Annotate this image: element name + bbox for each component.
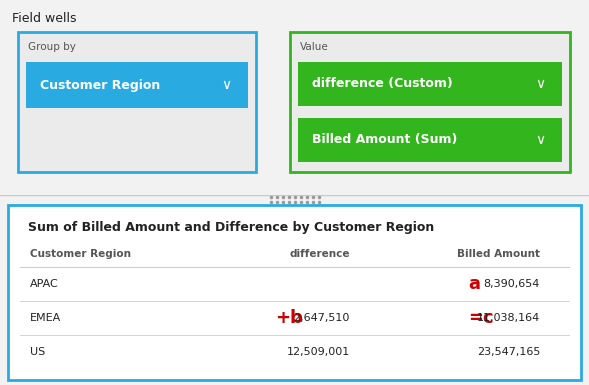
Text: difference: difference	[290, 249, 350, 259]
Text: APAC: APAC	[30, 279, 59, 289]
Text: ∨: ∨	[535, 133, 545, 147]
Text: difference (Custom): difference (Custom)	[312, 77, 453, 90]
Text: a: a	[468, 275, 480, 293]
Text: Field wells: Field wells	[12, 12, 77, 25]
Text: Customer Region: Customer Region	[40, 79, 160, 92]
Text: 2,647,510: 2,647,510	[294, 313, 350, 323]
Text: 23,547,165: 23,547,165	[477, 347, 540, 357]
Text: +b: +b	[275, 309, 303, 327]
Bar	[298, 118, 562, 162]
Text: ∨: ∨	[221, 78, 231, 92]
Text: Billed Amount (Sum): Billed Amount (Sum)	[312, 134, 458, 147]
Text: 8,390,654: 8,390,654	[484, 279, 540, 289]
Bar	[8, 205, 581, 380]
Text: Value: Value	[300, 42, 329, 52]
Bar	[290, 32, 570, 172]
Text: US: US	[30, 347, 45, 357]
Bar	[26, 62, 248, 108]
Bar	[18, 32, 256, 172]
Text: Sum of Billed Amount and Difference by Customer Region: Sum of Billed Amount and Difference by C…	[28, 221, 434, 234]
Bar	[298, 62, 562, 106]
Text: Group by: Group by	[28, 42, 76, 52]
Text: Billed Amount: Billed Amount	[457, 249, 540, 259]
Text: ∨: ∨	[535, 77, 545, 91]
Text: =c: =c	[468, 309, 494, 327]
Text: 11,038,164: 11,038,164	[477, 313, 540, 323]
Text: 12,509,001: 12,509,001	[287, 347, 350, 357]
Text: Customer Region: Customer Region	[30, 249, 131, 259]
Text: EMEA: EMEA	[30, 313, 61, 323]
Bar	[0, 0, 589, 195]
